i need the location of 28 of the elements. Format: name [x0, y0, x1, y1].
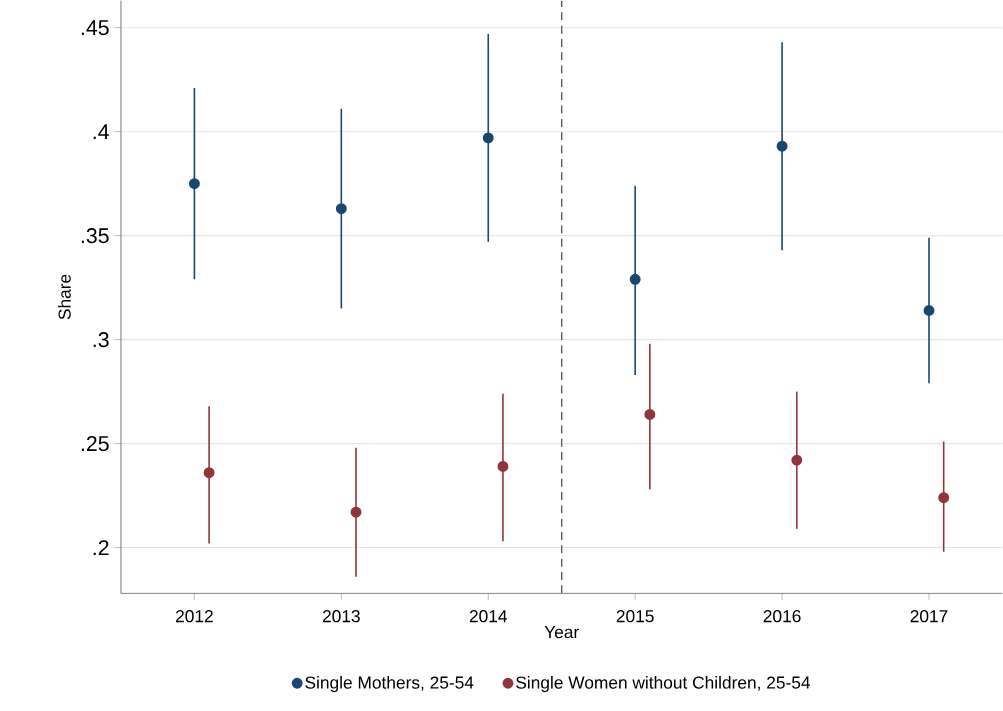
- y-tick-label: .4: [93, 124, 109, 139]
- x-axis-title: Year: [544, 626, 579, 639]
- point: [629, 273, 641, 285]
- point: [188, 178, 200, 189]
- x-tick-label: 2016: [763, 609, 801, 623]
- point: [335, 203, 347, 214]
- point: [203, 467, 215, 479]
- point: [497, 460, 509, 472]
- y-tick-label: .45: [81, 20, 109, 35]
- point: [644, 408, 656, 420]
- x-tick-label: 2014: [469, 609, 507, 623]
- point: [350, 506, 362, 518]
- point: [482, 132, 494, 144]
- legend-label: Single Women without Children, 25-54: [516, 675, 811, 692]
- x-tick-label: 2017: [910, 609, 948, 623]
- y-axis-title: Share: [58, 274, 71, 320]
- x-tick-label: 2015: [616, 609, 654, 623]
- y-tick-label: .25: [81, 435, 109, 452]
- point: [938, 492, 950, 504]
- y-tick-label: .3: [93, 331, 109, 348]
- x-tick-label: 2013: [322, 609, 360, 623]
- point: [791, 454, 803, 466]
- y-tick-label: .35: [81, 227, 109, 244]
- x-tick-label: 2012: [176, 609, 213, 623]
- point: [923, 304, 935, 316]
- point: [776, 140, 788, 152]
- legend-label: Single Mothers, 25-54: [305, 675, 474, 692]
- y-tick-label: .2: [93, 540, 109, 555]
